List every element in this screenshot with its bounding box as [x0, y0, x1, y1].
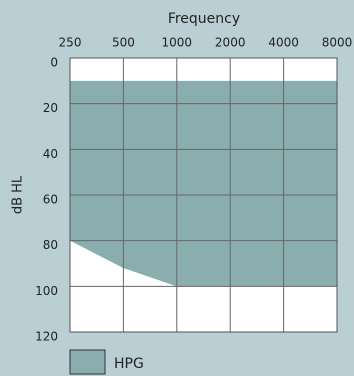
x-tick-label: 250 [59, 36, 82, 50]
y-tick-label: 80 [43, 238, 58, 252]
y-axis-title: dB HL [11, 175, 26, 214]
area [70, 80, 337, 287]
y-tick-label: 120 [35, 330, 58, 344]
plot-border [69, 57, 338, 333]
legend-label: HPG [114, 356, 144, 372]
y-tick-label: 0 [50, 56, 58, 70]
y-tick-label: 60 [43, 193, 58, 207]
legend-swatch [69, 349, 106, 375]
x-tick-label: 1000 [162, 36, 193, 50]
y-tick-label: 20 [43, 101, 58, 115]
x-tick-label: 4000 [268, 36, 299, 50]
x-axis-title: Frequency [168, 11, 240, 27]
x-tick-label: 500 [112, 36, 135, 50]
y-tick-label: 100 [35, 284, 58, 298]
x-tick-label: 2000 [215, 36, 246, 50]
y-tick-label: 40 [43, 147, 58, 161]
x-tick-label: 8000 [322, 36, 353, 50]
